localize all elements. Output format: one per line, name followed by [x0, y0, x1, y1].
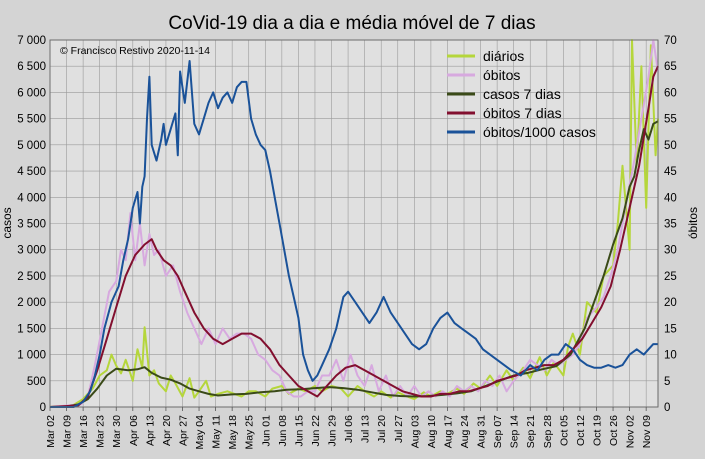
- y-right-tick-label: 5: [664, 376, 670, 388]
- x-tick-label: Oct 26: [608, 415, 620, 446]
- y-right-tick-label: 65: [664, 61, 677, 73]
- x-tick-label: May 25: [244, 415, 256, 450]
- y-right-tick-label: 55: [664, 114, 677, 126]
- x-tick-label: Aug 31: [476, 415, 488, 448]
- y-right-tick-label: 50: [664, 140, 677, 152]
- x-tick-label: Mar 16: [78, 415, 90, 448]
- y-right-tick-label: 0: [664, 402, 670, 414]
- y-right-tick-label: 40: [664, 192, 677, 204]
- y-left-tick-label: 0: [40, 402, 46, 414]
- y-right-tick-label: 10: [664, 350, 677, 362]
- x-tick-label: Apr 27: [177, 415, 189, 446]
- x-axis: Mar 02 Mar 09 Mar 16 Mar 23 Mar 30 Apr 06 Apr …: [45, 407, 653, 449]
- y-right-tick-label: 25: [664, 271, 677, 283]
- x-tick-label: May 18: [227, 415, 239, 450]
- plot-frame: [49, 39, 659, 408]
- series-line-bitos-1000-casos: [50, 60, 658, 408]
- y-left-tick-label: 6 500: [17, 61, 46, 73]
- y-right-tick-label: 30: [664, 245, 677, 257]
- chart-title: CoVid-19 dia a dia e média móvel de 7 di…: [168, 13, 535, 34]
- x-tick-label: Mar 23: [95, 415, 107, 448]
- x-tick-label: Jun 15: [293, 415, 305, 447]
- copyright-annotation: © Francisco Restivo 2020-11-14: [60, 45, 210, 57]
- x-tick-label: Sep 07: [492, 415, 504, 448]
- x-tick-label: Jun 01: [260, 415, 272, 447]
- x-tick-label: Oct 05: [558, 415, 570, 446]
- y-right-tick-label: 20: [664, 297, 677, 309]
- legend-label: casos 7 dias: [483, 86, 561, 102]
- x-tick-label: May 04: [194, 415, 206, 450]
- y-right-tick-label: 45: [664, 166, 677, 178]
- x-tick-label: May 11: [211, 415, 223, 449]
- x-tick-label: Jul 13: [360, 415, 372, 443]
- y-left-tick-label: 1 000: [17, 350, 46, 362]
- y-left-tick-label: 3 500: [17, 219, 46, 231]
- x-tick-label: Mar 09: [62, 415, 74, 448]
- x-tick-label: Sep 14: [509, 415, 521, 448]
- y-axis-left: 0 500 1 000 1 500 2 000 2 500 3 000 3 500 4 000 4…: [17, 35, 46, 414]
- x-tick-label: Mar 02: [45, 415, 57, 448]
- y-left-tick-label: 2 000: [17, 297, 46, 309]
- x-tick-label: Oct 12: [575, 415, 587, 446]
- y-left-tick-label: 1 500: [17, 323, 46, 335]
- y-left-tick-label: 4 500: [17, 166, 46, 178]
- y-right-tick-label: 15: [664, 323, 677, 335]
- y-axis-right-label: óbitos: [686, 207, 700, 239]
- x-tick-label: Jul 27: [393, 415, 405, 443]
- x-tick-label: Nov 09: [641, 415, 653, 448]
- y-left-tick-label: 4 000: [17, 192, 46, 204]
- y-left-tick-label: 3 000: [17, 245, 46, 257]
- x-tick-label: Jun 29: [327, 415, 339, 447]
- y-left-tick-label: 2 500: [17, 271, 46, 283]
- legend-label: diários: [483, 48, 524, 64]
- series-line-bitos-7-dias: [49, 65, 659, 408]
- x-tick-label: Jul 20: [376, 415, 388, 443]
- series-layer: [49, 39, 659, 408]
- x-tick-label: Aug 10: [426, 415, 438, 448]
- plot-area: [49, 39, 659, 408]
- x-tick-label: Aug 17: [442, 415, 454, 448]
- series-line-casos-7-dias: [49, 120, 659, 408]
- x-tick-label: Jul 06: [343, 415, 355, 443]
- x-tick-label: Nov 02: [625, 415, 637, 448]
- y-left-tick-label: 5 500: [17, 114, 46, 126]
- y-right-tick-label: 60: [664, 87, 677, 99]
- x-tick-label: Mar 30: [111, 415, 123, 448]
- y-left-tick-label: 6 000: [17, 87, 46, 99]
- x-tick-label: Aug 24: [459, 415, 471, 448]
- y-right-tick-label: 35: [664, 219, 677, 231]
- y-right-tick-label: 70: [664, 35, 677, 47]
- x-tick-label: Apr 13: [144, 415, 156, 446]
- x-tick-label: Sep 21: [525, 415, 537, 448]
- y-axis-left-label: casos: [0, 207, 14, 238]
- x-tick-label: Aug 03: [409, 415, 421, 448]
- x-tick-label: Sep 28: [542, 415, 554, 448]
- y-left-tick-label: 500: [27, 376, 46, 388]
- y-left-tick-label: 5 000: [17, 140, 46, 152]
- y-axis-right: 0 5 10 15 20 25 30 35 40 45 50 55 60 65 70: [664, 35, 677, 414]
- legend: diários óbitos casos 7 dias óbitos 7 dias ób…: [447, 48, 596, 140]
- x-tick-label: Jun 08: [277, 415, 289, 447]
- x-tick-label: Apr 20: [161, 415, 173, 446]
- x-tick-label: Oct 19: [591, 415, 603, 446]
- y-left-tick-label: 7 000: [17, 35, 46, 47]
- legend-label: óbitos: [483, 67, 520, 83]
- x-tick-label: Apr 06: [128, 415, 140, 446]
- legend-label: óbitos 7 dias: [483, 105, 562, 121]
- legend-label: óbitos/1000 casos: [483, 124, 596, 140]
- x-tick-label: Jun 22: [310, 415, 322, 447]
